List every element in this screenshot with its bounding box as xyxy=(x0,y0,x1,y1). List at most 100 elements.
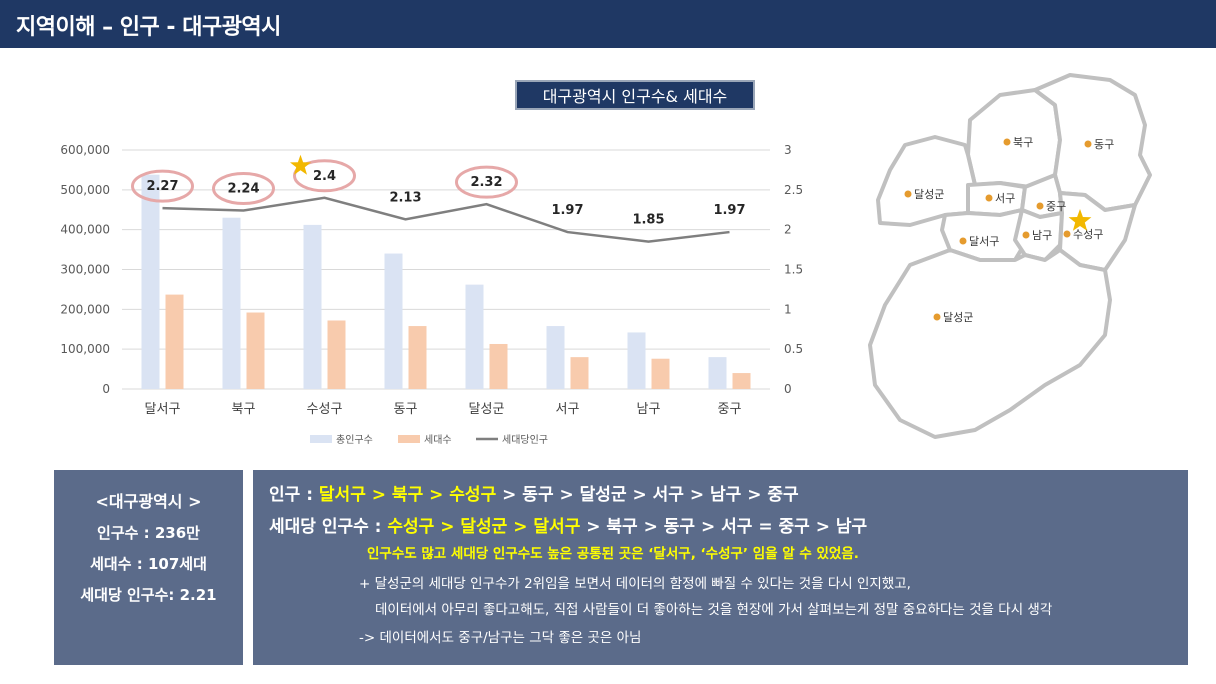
y-left-tick-label: 400,000 xyxy=(60,223,110,237)
bar-total-population xyxy=(384,253,403,389)
bar-total-population xyxy=(708,357,727,389)
y-left-tick-label: 0 xyxy=(102,382,110,396)
map-district-label: 달성군 xyxy=(914,188,944,201)
y-left-tick-label: 300,000 xyxy=(60,263,110,277)
x-tick-label: 동구 xyxy=(394,402,418,417)
population-ranking-highlight: 달서구 > 북구 > 수성구 xyxy=(318,485,497,505)
bar-total-population xyxy=(546,326,565,389)
data-label: 2.4 xyxy=(313,169,336,184)
y-right-tick-label: 2 xyxy=(784,223,792,237)
key-finding: 인구수도 많고 세대당 인구수도 높은 공통된 곳은 ‘달서구, ‘수성구’ 임… xyxy=(367,546,859,562)
header-bar: 지역이해 – 인구 - 대구광역시 xyxy=(0,0,1216,48)
y-right-tick-label: 0 xyxy=(784,382,792,396)
population-ranking: 인구 : 달서구 > 북구 > 수성구 > 동구 > 달성군 > 서구 > 남구… xyxy=(269,480,799,505)
per-household-ranking-prefix: 세대당 인구수 : xyxy=(269,517,388,537)
bar-households xyxy=(408,326,427,389)
map-district-label: 중구 xyxy=(1046,200,1066,213)
data-label: 1.97 xyxy=(713,203,745,218)
per-household-ranking: 세대당 인구수 : 수성구 > 달성군 > 달서구 > 북구 > 동구 > 서구… xyxy=(269,512,867,537)
x-tick-label: 북구 xyxy=(232,402,256,417)
note-line-3: -> 데이터에서도 중구/남구는 그닥 좋은 곳은 아님 xyxy=(359,630,642,646)
summary-per-household: 세대당 인구수: 2.21 xyxy=(80,586,217,604)
legend-swatch xyxy=(398,435,420,443)
map-district-label: 서구 xyxy=(995,192,1015,205)
summary-households: 세대수 : 107세대 xyxy=(90,555,207,573)
map-star-icon xyxy=(1068,209,1092,231)
highlight-circle xyxy=(293,159,356,193)
data-label: 2.24 xyxy=(227,182,259,197)
map-location-dot xyxy=(1036,202,1044,210)
legend-label: 세대수 xyxy=(424,434,452,446)
data-label: 2.13 xyxy=(389,190,421,205)
map-location-dot xyxy=(959,237,967,245)
x-tick-label: 남구 xyxy=(637,402,661,417)
bar-total-population xyxy=(303,224,322,389)
map-district-label: 북구 xyxy=(1013,136,1033,149)
map-district-label: 달서구 xyxy=(969,235,999,248)
y-right-tick-label: 0.5 xyxy=(784,342,803,356)
legend-label: 세대당인구 xyxy=(502,434,548,446)
x-tick-label: 달성군 xyxy=(469,402,505,417)
note-line-2: 데이터에서 아무리 좋다고해도, 직접 사람들이 더 좋아하는 것을 현장에 가… xyxy=(375,602,1053,618)
summary-box: <대구광역시 > 인구수 : 236만 세대수 : 107세대 세대당 인구수:… xyxy=(54,470,243,665)
note-line-1: + 달성군의 세대당 인구수가 2위임을 보면서 데이터의 함정에 빠질 수 있… xyxy=(359,576,911,592)
population-ranking-prefix: 인구 : xyxy=(269,485,319,505)
map-district-label: 동구 xyxy=(1094,138,1114,151)
highlight-circle xyxy=(131,169,194,203)
bar-total-population xyxy=(465,284,484,389)
y-left-tick-label: 200,000 xyxy=(60,302,110,316)
per-household-ranking-highlight: 수성구 > 달성군 > 달서구 xyxy=(387,517,581,537)
map-region-namgu xyxy=(1013,208,1064,262)
analysis-box: 인구 : 달서구 > 북구 > 수성구 > 동구 > 달성군 > 서구 > 남구… xyxy=(253,470,1188,665)
bar-households xyxy=(165,294,184,389)
highlight-circle xyxy=(212,172,275,206)
x-tick-label: 수성구 xyxy=(307,402,343,417)
y-left-tick-label: 100,000 xyxy=(60,342,110,356)
map-district-label: 달성군 xyxy=(943,311,973,324)
map-region-suseonggu xyxy=(1058,191,1137,272)
map-location-dot xyxy=(1084,140,1092,148)
data-label: 2.32 xyxy=(470,175,502,190)
legend-swatch xyxy=(310,435,332,443)
map-location-dot xyxy=(985,194,993,202)
x-tick-label: 서구 xyxy=(556,402,580,417)
y-left-tick-label: 500,000 xyxy=(60,183,110,197)
y-right-tick-label: 3 xyxy=(784,143,792,157)
bar-total-population xyxy=(627,332,646,389)
bar-households xyxy=(732,373,751,389)
per-household-ranking-rest: > 북구 > 동구 > 서구 = 중구 > 남구 xyxy=(580,517,868,537)
bar-households xyxy=(489,343,508,389)
data-label: 1.85 xyxy=(632,213,664,228)
bar-total-population xyxy=(222,217,241,389)
bar-total-population xyxy=(141,174,160,389)
data-label: 1.97 xyxy=(551,203,583,218)
highlight-circle xyxy=(455,165,518,199)
map-region-dalseong-south xyxy=(868,248,1112,439)
data-label: 2.27 xyxy=(146,179,178,194)
map-district-label: 남구 xyxy=(1032,229,1052,242)
y-right-tick-label: 2.5 xyxy=(784,183,803,197)
summary-title: <대구광역시 > xyxy=(95,492,202,511)
map-location-dot xyxy=(1003,138,1011,146)
star-icon xyxy=(290,154,311,175)
map-location-dot xyxy=(933,313,941,321)
population-chart: 0 100,000 200,000 300,000 400,000 500,000 600,… xyxy=(60,143,803,446)
x-tick-label: 중구 xyxy=(718,402,742,417)
bar-households xyxy=(651,358,670,389)
map-location-dot xyxy=(1022,231,1030,239)
map-location-dot xyxy=(1063,230,1071,238)
map-location-dot xyxy=(904,190,912,198)
chart-title: 대구광역시 인구수& 세대수 xyxy=(515,80,755,110)
map-district-label: 수성구 xyxy=(1073,228,1103,241)
y-right-tick-label: 1 xyxy=(784,302,792,316)
page-title: 지역이해 – 인구 - 대구광역시 xyxy=(16,15,281,40)
legend-label: 총인구수 xyxy=(336,434,373,446)
bar-households xyxy=(327,320,346,389)
population-ranking-rest: > 동구 > 달성군 > 서구 > 남구 > 중구 xyxy=(496,485,799,505)
summary-population: 인구수 : 236만 xyxy=(97,524,200,542)
bar-households xyxy=(570,357,589,389)
y-right-tick-label: 1.5 xyxy=(784,263,803,277)
line-per-household xyxy=(162,196,730,243)
x-tick-label: 달서구 xyxy=(145,402,181,417)
